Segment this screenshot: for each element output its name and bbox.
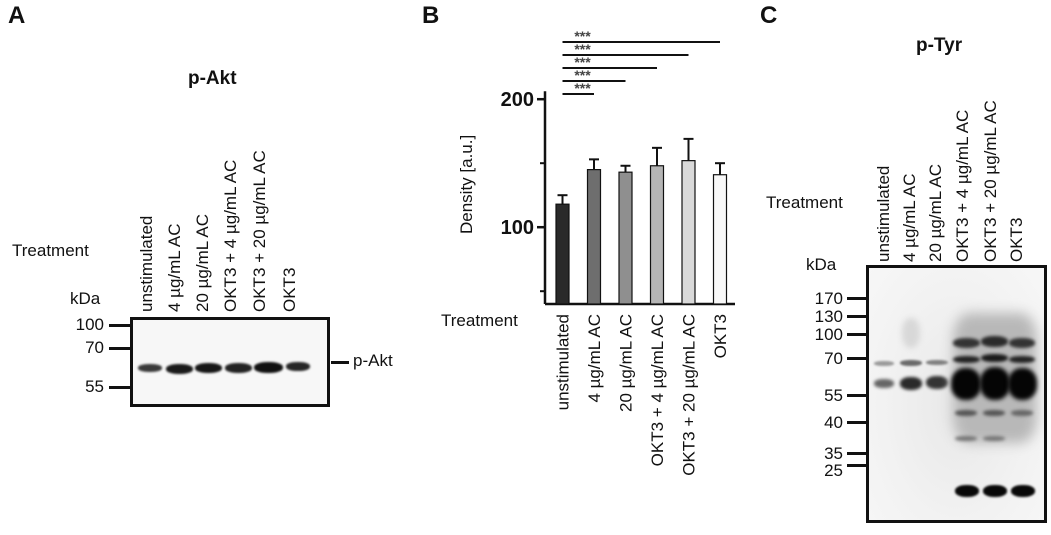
panel-b-treatment-label: Treatment — [441, 311, 518, 330]
blot-band — [902, 318, 920, 348]
blot-band — [953, 356, 980, 363]
panel-a-band-label: p-Akt — [353, 351, 393, 370]
panel-a-marker-tick — [109, 347, 131, 350]
blot-band — [983, 436, 1005, 441]
panel-c-title: p-Tyr — [916, 35, 963, 56]
panel-a-marker-label: 100 — [75, 315, 104, 334]
panel-a-kda-label: kDa — [70, 289, 101, 308]
category-label: unstimulated — [554, 314, 573, 410]
blot-band — [1009, 338, 1035, 348]
panel-c-marker-label: 25 — [824, 461, 843, 480]
blot-band — [926, 376, 948, 389]
category-label: OKT3 + 20 µg/mL AC — [680, 314, 699, 476]
significance-label: *** — [574, 54, 591, 70]
panel-c-marker-label: 40 — [824, 413, 843, 432]
blot-band — [955, 485, 979, 497]
blot-band — [951, 368, 981, 400]
significance-label: *** — [574, 80, 591, 96]
bar — [649, 165, 665, 305]
panel-c-kda-label: kDa — [806, 255, 837, 274]
panel-c-lane-label: OKT3 + 4 µg/mL AC — [953, 109, 972, 262]
panel-c-marker-label: 130 — [814, 307, 843, 326]
panel-c-lane-label: unstimulated — [874, 165, 893, 262]
blot-band — [953, 338, 980, 348]
blot-band — [286, 362, 310, 371]
panel-c-marker-tick — [847, 315, 869, 318]
blot-band — [955, 410, 977, 416]
blot-band — [983, 485, 1007, 497]
panel-a-marker-tick — [109, 324, 131, 327]
panel-a-marker-label: 70 — [85, 338, 104, 357]
panel-a-marker-label: 55 — [85, 377, 104, 396]
blot-band — [195, 363, 222, 373]
category-label: OKT3 — [711, 314, 730, 358]
panel-c-lane-label: 20 µg/mL AC — [926, 164, 945, 262]
panel-c-marker-tick — [847, 297, 869, 300]
blot-band — [926, 360, 948, 365]
blot-band — [1009, 356, 1035, 363]
significance-label: *** — [574, 41, 591, 57]
blot-band — [900, 360, 922, 366]
panel-c-lane-label: 4 µg/mL AC — [900, 173, 919, 262]
panel-a-marker-tick — [109, 386, 131, 389]
blot-band — [983, 410, 1005, 416]
panel-c-marker-tick — [847, 394, 869, 397]
panel-c-blot — [866, 265, 1047, 523]
panel-a-band-pointer — [331, 361, 349, 364]
blot-band — [254, 362, 283, 373]
blot-band — [138, 364, 162, 372]
significance-label: *** — [574, 28, 591, 44]
blot-band — [955, 436, 977, 441]
significance-label: *** — [574, 67, 591, 83]
panel-c-lane-label: OKT3 + 20 µg/mL AC — [981, 100, 1000, 262]
bar — [681, 160, 696, 305]
panel-c-marker-tick — [847, 452, 869, 455]
blot-band — [166, 364, 193, 374]
blot-band — [980, 367, 1010, 400]
panel-a-treatment-label: Treatment — [12, 241, 89, 260]
panel-a-letter: A — [8, 2, 26, 29]
panel-c-marker-label: 170 — [814, 289, 843, 308]
blot-band — [874, 361, 894, 366]
panel-c-marker-tick — [847, 357, 869, 360]
panel-a-title: p-Akt — [188, 68, 237, 89]
panel-c-marker-label: 55 — [824, 386, 843, 405]
blot-band — [874, 379, 894, 388]
panel-c-marker-label: 70 — [824, 349, 843, 368]
panel-c-marker-label: 35 — [824, 444, 843, 463]
blot-band — [981, 354, 1008, 362]
panel-c-lane-label: OKT3 — [1007, 217, 1026, 262]
panel-c-marker-tick — [847, 464, 869, 467]
panel-c-treatment-label: Treatment — [766, 193, 843, 212]
panel-c-marker-label: 100 — [814, 325, 843, 344]
category-label: 4 µg/mL AC — [585, 314, 604, 403]
panel-a-blot — [130, 317, 330, 407]
blot-band — [225, 363, 252, 373]
bar — [586, 169, 602, 305]
panel-c-letter: C — [760, 2, 778, 29]
category-label: OKT3 + 4 µg/mL AC — [648, 314, 667, 466]
panel-b-letter: B — [422, 2, 440, 29]
panel-c-marker-tick — [847, 421, 869, 424]
bar — [555, 203, 570, 305]
bar — [712, 174, 728, 305]
blot-band — [900, 377, 922, 390]
category-label: 20 µg/mL AC — [617, 314, 636, 412]
blot-band — [1011, 410, 1033, 416]
panel-c-marker-tick — [847, 333, 869, 336]
y-tick-label: 100 — [501, 217, 534, 239]
y-tick-label: 200 — [501, 89, 534, 111]
blot-band — [1008, 368, 1037, 400]
bar — [618, 171, 633, 305]
blot-band — [981, 336, 1008, 347]
blot-band — [1011, 485, 1035, 497]
